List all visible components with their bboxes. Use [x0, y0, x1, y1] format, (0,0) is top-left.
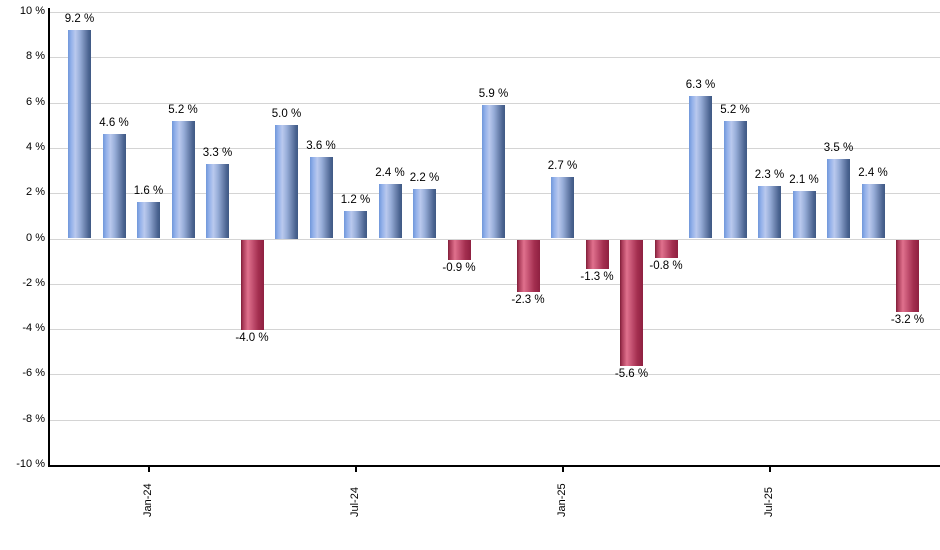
- bar: [792, 190, 816, 239]
- bar: [654, 239, 678, 258]
- x-tick-mark: [768, 465, 771, 472]
- bar-value-label: -0.9 %: [442, 261, 476, 274]
- gridline--8: [50, 419, 940, 421]
- bar: [275, 125, 298, 239]
- bar-value-label: 5.2 %: [720, 103, 750, 116]
- bar-value-label: -4.0 %: [235, 332, 269, 345]
- bar: [482, 104, 505, 239]
- x-tick-mark: [354, 465, 357, 472]
- bar-value-label: 2.2 %: [409, 171, 440, 184]
- x-tick-label: Jan-24: [142, 483, 154, 517]
- bar-value-label: 2.4 %: [375, 167, 405, 180]
- bar: [896, 239, 919, 312]
- x-tick-label: Jul-24: [349, 487, 361, 517]
- y-tick-label: 2 %: [26, 186, 45, 199]
- bar: [206, 163, 229, 239]
- gridline--4: [50, 329, 940, 331]
- bar-value-label: 2.4 %: [858, 167, 888, 180]
- bar-value-label: 4.6 %: [99, 117, 129, 130]
- bar: [620, 239, 643, 367]
- bar: [551, 177, 574, 239]
- gridline-10: [50, 12, 940, 13]
- x-axis-line: [48, 465, 940, 467]
- y-tick-label: 0 %: [26, 231, 45, 244]
- y-tick-label: 4 %: [26, 140, 45, 153]
- bar-value-label: 1.2 %: [340, 194, 371, 207]
- bar: [689, 95, 712, 239]
- bar: [827, 159, 850, 239]
- bar-value-label: 2.1 %: [789, 173, 819, 186]
- bar-value-label: -5.6 %: [614, 368, 649, 381]
- bar-value-label: 1.6 %: [133, 185, 164, 198]
- y-tick-label: -4 %: [22, 322, 45, 335]
- bar-value-label: 3.5 %: [823, 142, 854, 155]
- gridline-8: [50, 57, 940, 59]
- y-tick-label: -10 %: [16, 458, 45, 470]
- bar: [137, 202, 160, 239]
- y-tick-label: 6 %: [26, 95, 45, 108]
- x-tick-mark: [561, 465, 564, 472]
- bar: [102, 134, 126, 239]
- bar: [171, 120, 195, 239]
- gridline-6: [50, 102, 940, 104]
- bar: [309, 156, 333, 239]
- bar: [413, 188, 436, 239]
- y-tick-label: -2 %: [22, 276, 45, 289]
- bar: [378, 184, 402, 239]
- bar-value-label: 3.3 %: [202, 146, 233, 159]
- gridline-0: [50, 238, 940, 240]
- bar: [447, 239, 471, 260]
- bar: [758, 186, 781, 239]
- bar: [344, 211, 367, 239]
- gridline--6: [50, 374, 940, 376]
- bar-value-label: -3.2 %: [890, 313, 925, 326]
- bar: [516, 239, 540, 292]
- bar: [240, 239, 264, 331]
- bar-value-label: 5.2 %: [168, 103, 198, 116]
- x-tick-label: Jan-25: [556, 483, 568, 517]
- bar-value-label: 6.3 %: [685, 78, 716, 91]
- bar-value-label: 3.6 %: [306, 139, 336, 152]
- x-tick-mark: [147, 465, 150, 472]
- gridline--2: [50, 283, 940, 285]
- bar: [723, 120, 747, 239]
- bar-value-label: 2.7 %: [547, 160, 578, 173]
- bar-value-label: -1.3 %: [580, 270, 614, 283]
- bar-value-label: 2.3 %: [754, 169, 785, 182]
- y-tick-label: -8 %: [22, 412, 45, 425]
- bar-value-label: -2.3 %: [511, 293, 545, 306]
- bar-value-label: 5.0 %: [271, 108, 302, 121]
- bar-value-label: 5.9 %: [478, 87, 509, 100]
- bar: [585, 239, 609, 269]
- bar: [861, 184, 885, 239]
- bar-value-label: -0.8 %: [649, 259, 683, 272]
- y-tick-label: 10 %: [19, 5, 45, 17]
- y-tick-label: 8 %: [26, 50, 45, 63]
- y-tick-label: -6 %: [22, 367, 45, 380]
- bar-value-label: 9.2 %: [64, 13, 95, 26]
- y-axis-line: [48, 8, 50, 467]
- bar: [68, 30, 91, 239]
- x-tick-label: Jul-25: [763, 487, 775, 517]
